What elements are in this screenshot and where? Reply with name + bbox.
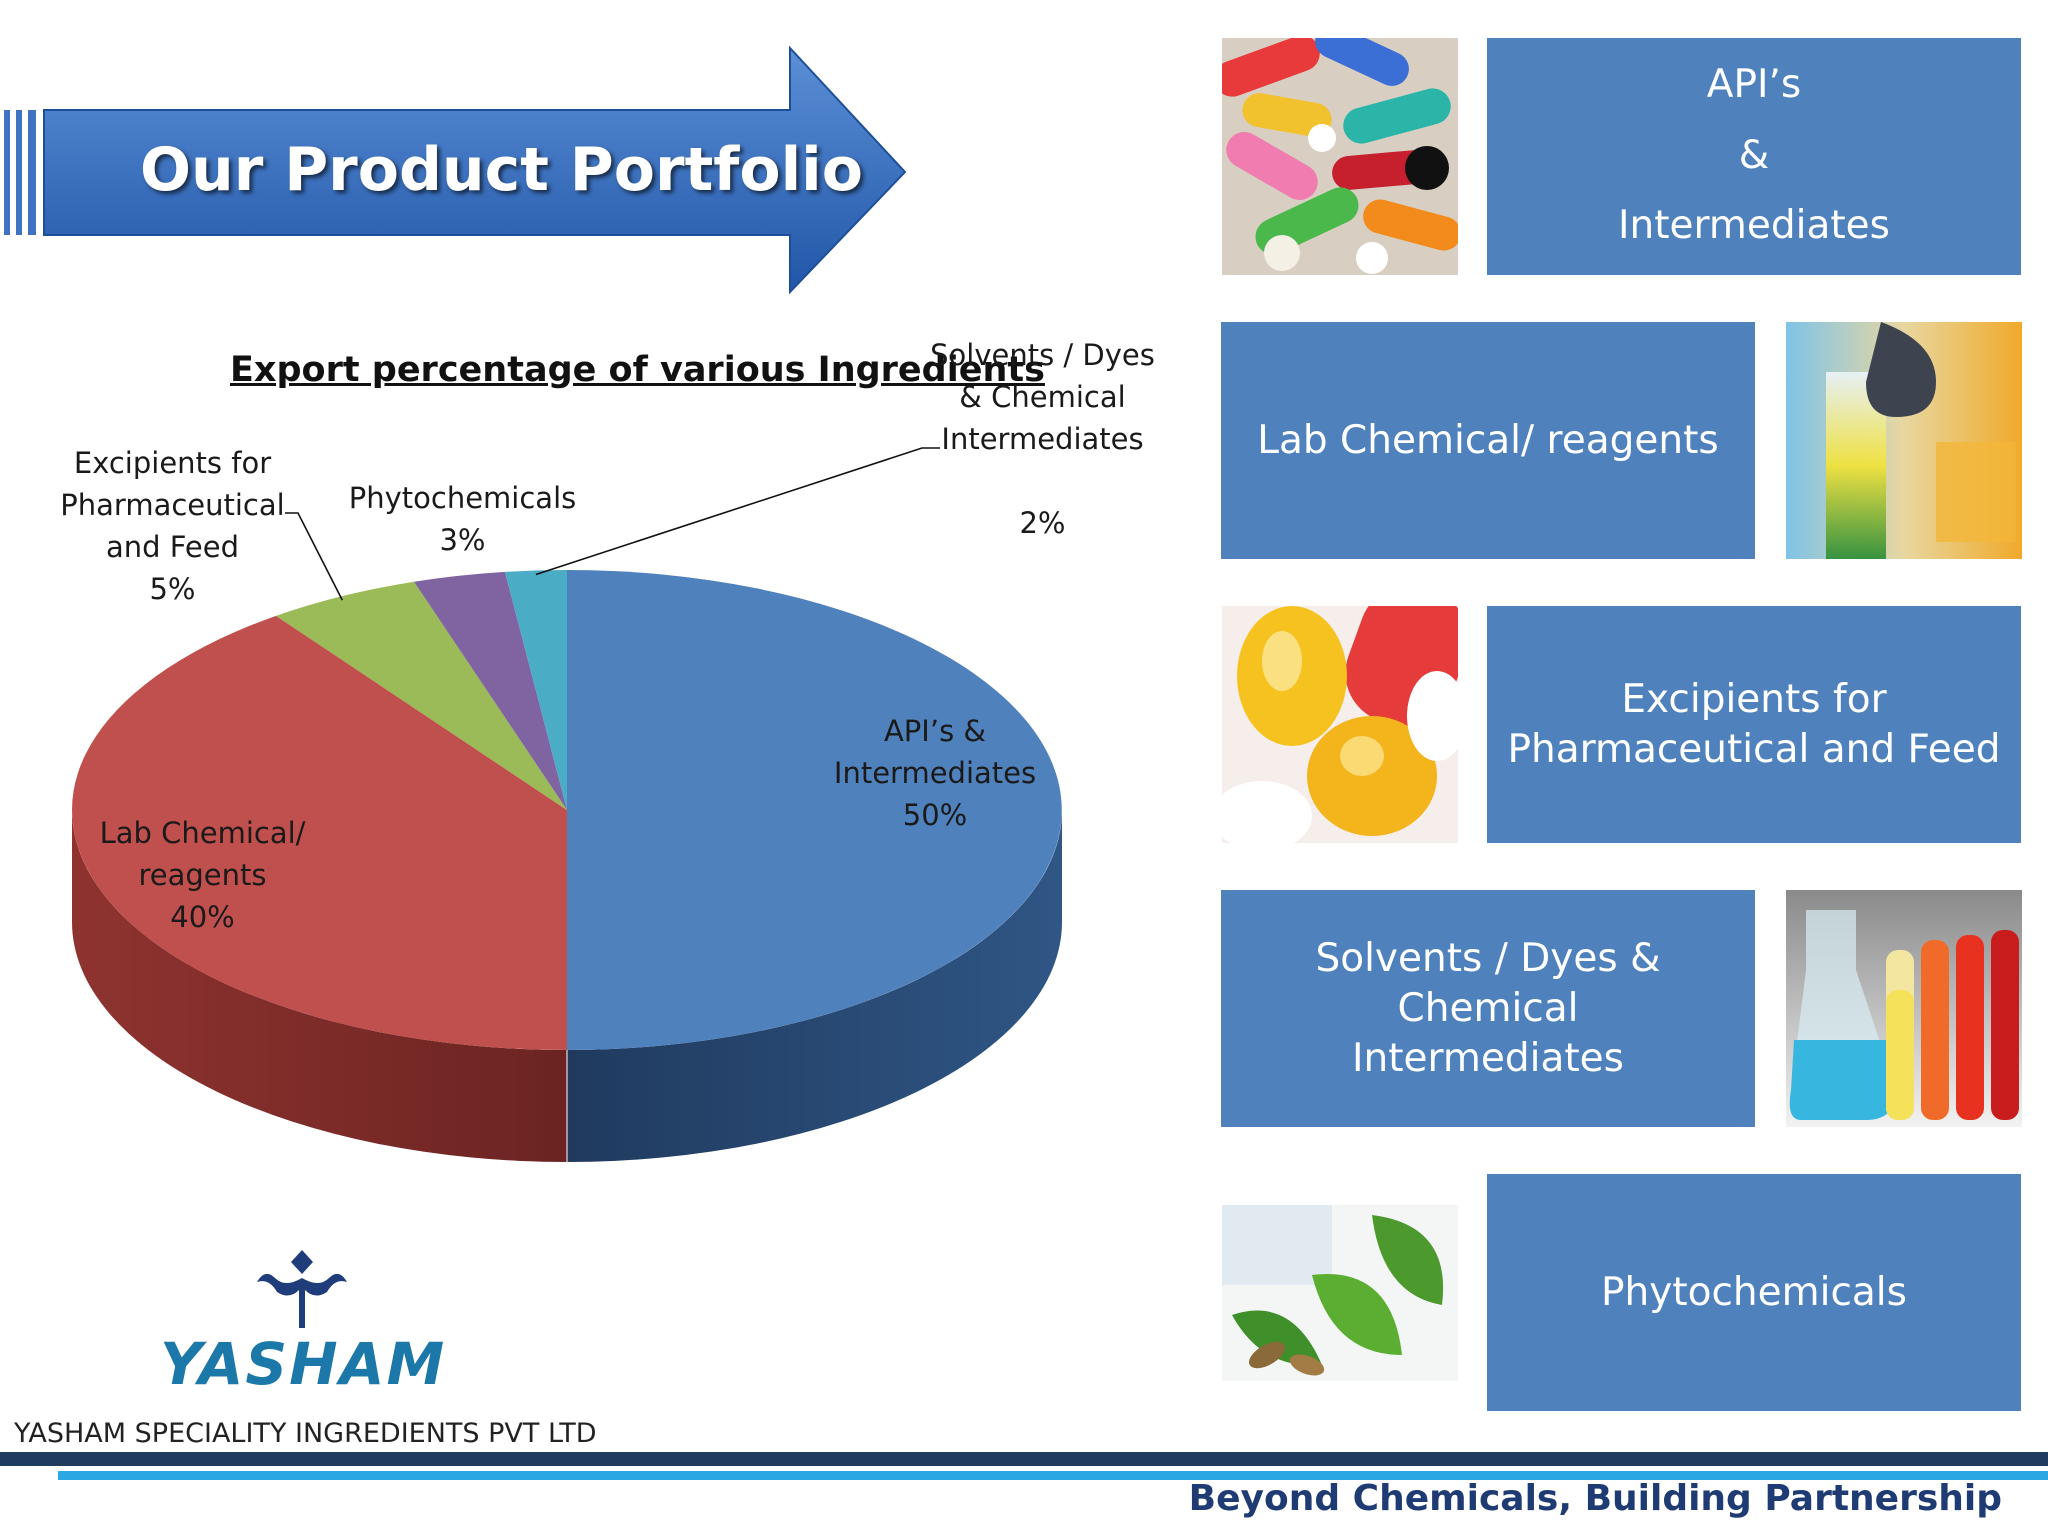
tile-apis-line3: Intermediates (1618, 203, 1890, 248)
slide-title: Our Product Portfolio (140, 135, 863, 205)
label-excipients-line1: Excipients for (73, 446, 272, 480)
tile-lab-chemical: Lab Chemical/ reagents (1221, 322, 1755, 559)
label-lab-line2: reagents (138, 858, 267, 892)
softgel-photo (1222, 606, 1458, 843)
flask-photo (1786, 890, 2022, 1127)
label-api: API’s & Intermediates 50% (820, 710, 1050, 836)
tile-solvents: Solvents / Dyes & Chemical Intermediates (1221, 890, 1755, 1127)
tagline: Beyond Chemicals, Building Partnership (1188, 1478, 2002, 1519)
slice-solvents (504, 570, 567, 810)
slice-apis (567, 570, 1062, 1050)
label-phyto-line1: Phytochemicals (348, 481, 577, 515)
leaves-photo (1222, 1205, 1458, 1381)
arrow-stripe (16, 110, 22, 235)
tile-lab-chemical-line1: Lab Chemical/ reagents (1257, 417, 1719, 463)
label-lab-pct: 40% (170, 900, 235, 934)
label-phyto: Phytochemicals 3% (345, 477, 580, 561)
yasham-logo-icon (257, 1250, 347, 1328)
label-api-line2: Intermediates (833, 756, 1037, 790)
label-solvents: Solvents / Dyes & Chemical Intermediates… (920, 334, 1165, 544)
company-name: YASHAM SPECIALITY INGREDIENTS PVT LTD (14, 1418, 597, 1449)
label-excipients-line3: and Feed (106, 530, 239, 564)
tile-apis: API’s & Intermediates (1487, 38, 2021, 275)
leader-excipients (285, 512, 343, 601)
slice-phytochemicals (414, 571, 567, 810)
logo-wordmark: YASHAM (160, 1330, 447, 1398)
label-lab: Lab Chemical/ reagents 40% (90, 812, 315, 938)
label-solvents-line3: Intermediates (941, 422, 1144, 456)
tile-excipients-line2: Pharmaceutical and Feed (1507, 726, 2001, 772)
tile-phytochemicals: Phytochemicals (1487, 1174, 2021, 1411)
label-solvents-gap (920, 460, 1165, 502)
slice-lab-chemical-side (72, 810, 567, 1162)
label-solvents-pct: 2% (1019, 506, 1066, 540)
label-excipients-line2: Pharmaceutical (60, 488, 285, 522)
slice-lab-chemical (72, 615, 567, 1050)
slice-excipients (276, 581, 567, 810)
arrow-stripe (4, 110, 10, 235)
arrow-body (43, 45, 907, 295)
arrow-stripe (28, 110, 36, 235)
label-api-pct: 50% (902, 798, 968, 832)
label-api-line1: API’s & (883, 714, 987, 748)
tile-solvents-line2: Intermediates (1352, 1035, 1624, 1081)
footer-bar-light (58, 1471, 2048, 1480)
label-excipients-pct: 5% (149, 572, 196, 606)
label-solvents-line1: Solvents / Dyes (930, 338, 1155, 372)
chart-title: Export percentage of various Ingredients (230, 350, 1045, 390)
tile-excipients-line1: Excipients for (1621, 676, 1887, 722)
slice-apis-side (567, 810, 1062, 1162)
tile-phytochemicals-line1: Phytochemicals (1601, 1269, 1907, 1315)
footer-bar-dark (0, 1452, 2048, 1466)
test-tube-photo (1786, 322, 2022, 559)
tile-solvents-line1: Solvents / Dyes & Chemical (1315, 935, 1661, 1031)
pie-chart (72, 447, 1062, 1162)
label-solvents-line2: & Chemical (959, 380, 1126, 414)
leader-solvents (535, 447, 940, 576)
tile-apis-line1: API’s (1706, 62, 1802, 107)
capsules-photo (1222, 38, 1458, 275)
label-lab-line1: Lab Chemical/ (99, 816, 306, 850)
tile-excipients: Excipients for Pharmaceutical and Feed (1487, 606, 2021, 843)
label-phyto-pct: 3% (439, 523, 486, 557)
tile-apis-line2: & (1738, 132, 1770, 178)
label-excipients: Excipients for Pharmaceutical and Feed 5… (55, 442, 290, 610)
title-arrow (4, 45, 907, 295)
